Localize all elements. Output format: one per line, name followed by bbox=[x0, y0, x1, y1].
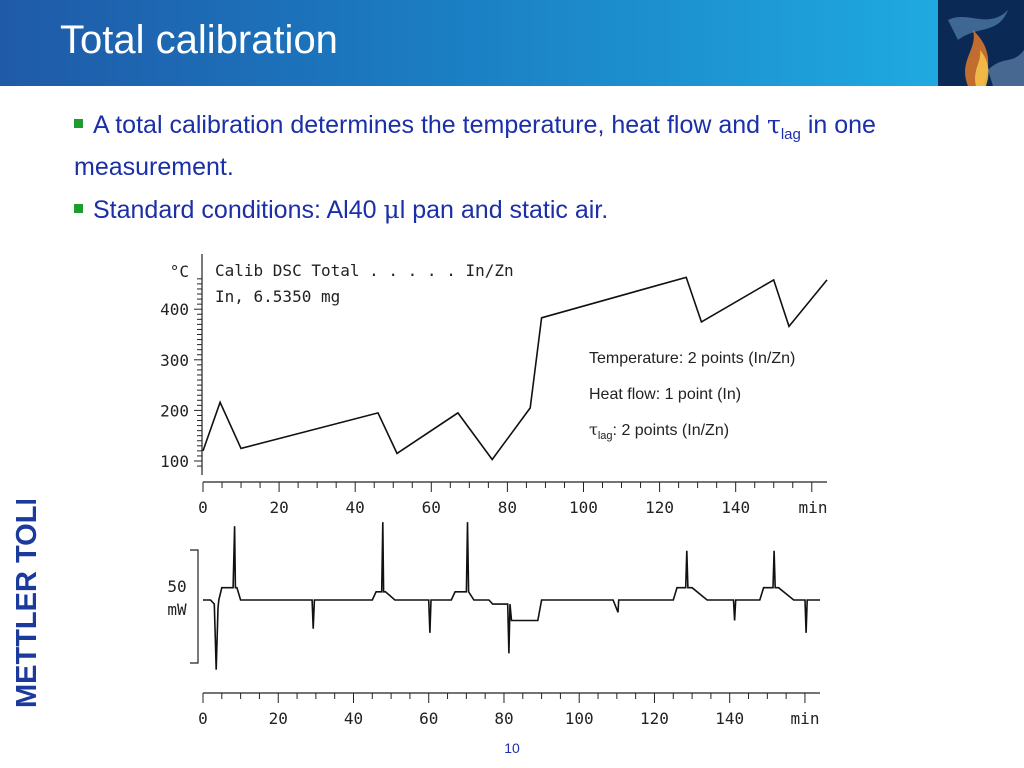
annotation-tau-sub: lag bbox=[598, 430, 613, 442]
y-tick-label: 400 bbox=[160, 300, 189, 319]
header-bar bbox=[0, 0, 1024, 86]
bullet-marker bbox=[74, 203, 83, 213]
scale-label: mW bbox=[167, 600, 187, 619]
chart-title-line: In, 6.5350 mg bbox=[215, 287, 340, 306]
flame-image bbox=[938, 0, 1024, 86]
x-tick-label: 140 bbox=[715, 709, 744, 728]
x-tick-label: 120 bbox=[640, 709, 669, 728]
y-tick-label: 300 bbox=[160, 351, 189, 370]
x-tick-label: 60 bbox=[419, 709, 438, 728]
scale-label: 50 bbox=[167, 577, 186, 596]
annotation-box: Temperature: 2 points (In/Zn) Heat flow:… bbox=[589, 350, 795, 442]
x-axis-label: min bbox=[799, 498, 828, 517]
x-tick-label: 0 bbox=[198, 498, 208, 517]
temperature-series-line bbox=[202, 276, 828, 461]
page-number: 10 bbox=[504, 740, 520, 756]
x-tick-label: 20 bbox=[269, 498, 288, 517]
annotation-tau-symbol: τ bbox=[589, 420, 598, 439]
slide-title: Total calibration bbox=[60, 18, 338, 62]
heatflow-chart: 50 mW 0 20 40 60 80 100 120 140 min bbox=[167, 522, 820, 728]
bullet-standard-conditions: Standard conditions: Al40 μl pan and sta… bbox=[74, 193, 608, 227]
x-tick-label: 60 bbox=[422, 498, 441, 517]
lag-subscript: lag bbox=[780, 126, 801, 143]
bullet-marker bbox=[74, 118, 83, 128]
scale-bracket bbox=[190, 549, 199, 664]
x-tick-label: 100 bbox=[569, 498, 598, 517]
chart-title-line: Calib DSC Total . . . . . In/Zn bbox=[215, 261, 514, 280]
y-tick-label: 200 bbox=[160, 401, 189, 420]
tau-symbol: τ bbox=[767, 110, 781, 139]
bullet1-text-start: A total calibration determines the tempe… bbox=[93, 111, 767, 139]
bullet1-text-end: in one measurement. bbox=[74, 111, 876, 181]
x-tick-label: 80 bbox=[494, 709, 513, 728]
x-tick-label: 120 bbox=[645, 498, 674, 517]
annotation-temperature: Temperature: 2 points (In/Zn) bbox=[589, 350, 795, 367]
heatflow-series-line bbox=[203, 522, 820, 670]
x-tick-label: 0 bbox=[198, 709, 208, 728]
mu-symbol: μ bbox=[383, 195, 400, 224]
x-tick-label: 40 bbox=[344, 709, 363, 728]
bullet-total-calibration: A total calibration determines the tempe… bbox=[74, 108, 954, 184]
y-tick-label: 100 bbox=[160, 452, 189, 471]
x-tick-label: 100 bbox=[565, 709, 594, 728]
y-axis-label: °C bbox=[170, 262, 189, 281]
x-axis-label: min bbox=[791, 709, 820, 728]
x-tick-label: 140 bbox=[721, 498, 750, 517]
bullet2-text-end: l pan and static air. bbox=[399, 196, 609, 224]
x-tick-label: 20 bbox=[269, 709, 288, 728]
annotation-tau-rest: : 2 points (In/Zn) bbox=[613, 422, 730, 439]
annotation-tau: τlag: 2 points (In/Zn) bbox=[589, 420, 729, 442]
x-tick-label: 80 bbox=[498, 498, 517, 517]
annotation-heatflow: Heat flow: 1 point (In) bbox=[589, 386, 741, 403]
x-tick-label: 40 bbox=[346, 498, 365, 517]
bullet2-text-start: Standard conditions: Al40 bbox=[93, 196, 384, 224]
